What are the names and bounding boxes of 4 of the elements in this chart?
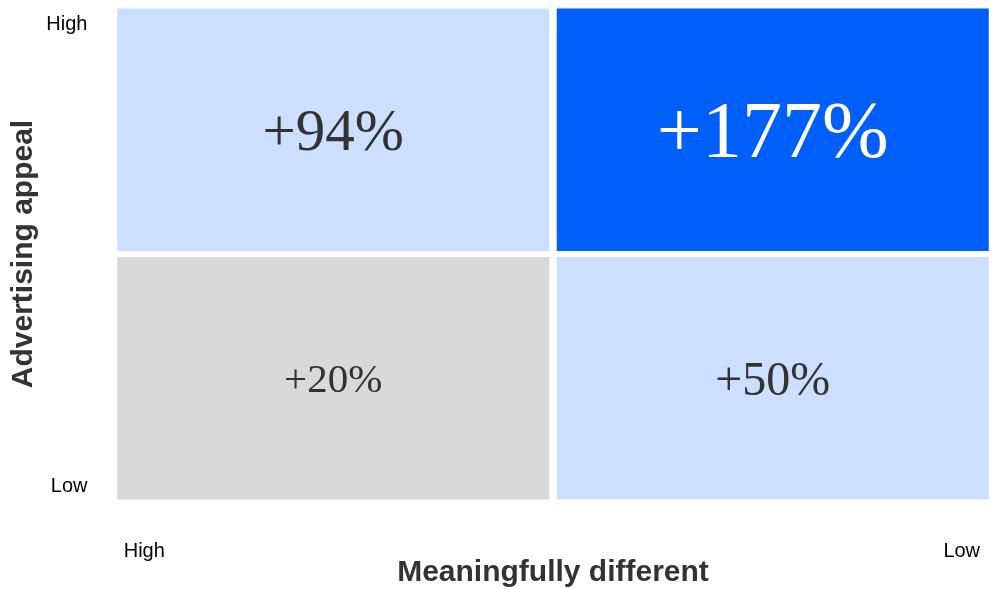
y-axis-title: Advertising appeal: [5, 119, 39, 389]
data-label: +50%: [715, 351, 831, 405]
data-label: +177%: [656, 85, 889, 174]
x-axis-title: Meaningfully different: [397, 553, 709, 587]
